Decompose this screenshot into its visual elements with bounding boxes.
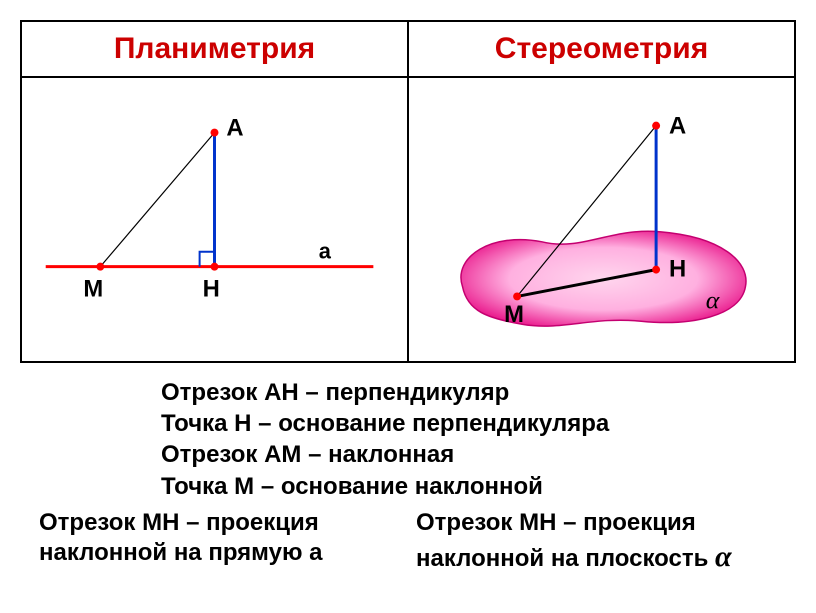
label-H-left: Н [203, 275, 220, 302]
projections-block: Отрезок МН – проекция наклонной на пряму… [21, 502, 795, 576]
definitions-row: Отрезок АН – перпендикуляр Точка Н – осн… [21, 362, 795, 502]
segment-AM-left [100, 133, 214, 267]
header-planimetry: Планиметрия [21, 21, 408, 77]
stereometry-cell: А Н М α [408, 77, 795, 362]
point-H-left [211, 263, 219, 271]
projection-row: Отрезок МН – проекция наклонной на пряму… [21, 502, 795, 576]
stereometry-diagram: А Н М α [409, 78, 794, 356]
label-line-a: a [319, 239, 332, 264]
label-A-right: А [669, 113, 686, 140]
projection-right: Отрезок МН – проекция наклонной на плоск… [408, 508, 785, 576]
proj-right-line1: Отрезок МН – проекция [416, 508, 777, 538]
point-A-right [652, 122, 660, 130]
point-M-right [513, 292, 521, 300]
label-alpha-plane: α [706, 285, 720, 314]
proj-left-line2: наклонной на прямую а [39, 538, 400, 568]
diagram-row: А Н М a [21, 77, 795, 362]
label-M-left: М [83, 275, 103, 302]
page-root: Планиметрия Стереометрия А Н М a [0, 0, 816, 613]
header-stereometry: Стереометрия [408, 21, 795, 77]
label-A-left: А [226, 115, 243, 142]
planimetry-cell: А Н М a [21, 77, 408, 362]
proj-right-line2: наклонной на плоскость α [416, 538, 777, 576]
label-M-right: М [504, 301, 524, 328]
alpha-symbol: α [715, 540, 732, 573]
proj-left-line1: Отрезок МН – проекция [39, 508, 400, 538]
point-H-right [652, 266, 660, 274]
def-line-4: Точка М – основание наклонной [161, 471, 775, 502]
point-A-left [211, 129, 219, 137]
projection-left: Отрезок МН – проекция наклонной на пряму… [31, 508, 408, 576]
definitions-block: Отрезок АН – перпендикуляр Точка Н – осн… [21, 367, 795, 502]
def-line-3: Отрезок АМ – наклонная [161, 439, 775, 470]
label-H-right: Н [669, 256, 686, 283]
point-M-left [96, 263, 104, 271]
def-line-2: Точка Н – основание перпендикуляра [161, 408, 775, 439]
planimetry-diagram: А Н М a [22, 78, 407, 356]
def-line-1: Отрезок АН – перпендикуляр [161, 377, 775, 408]
comparison-table: Планиметрия Стереометрия А Н М a [20, 20, 796, 575]
header-row: Планиметрия Стереометрия [21, 21, 795, 77]
proj-right-prefix: наклонной на плоскость [416, 545, 715, 572]
